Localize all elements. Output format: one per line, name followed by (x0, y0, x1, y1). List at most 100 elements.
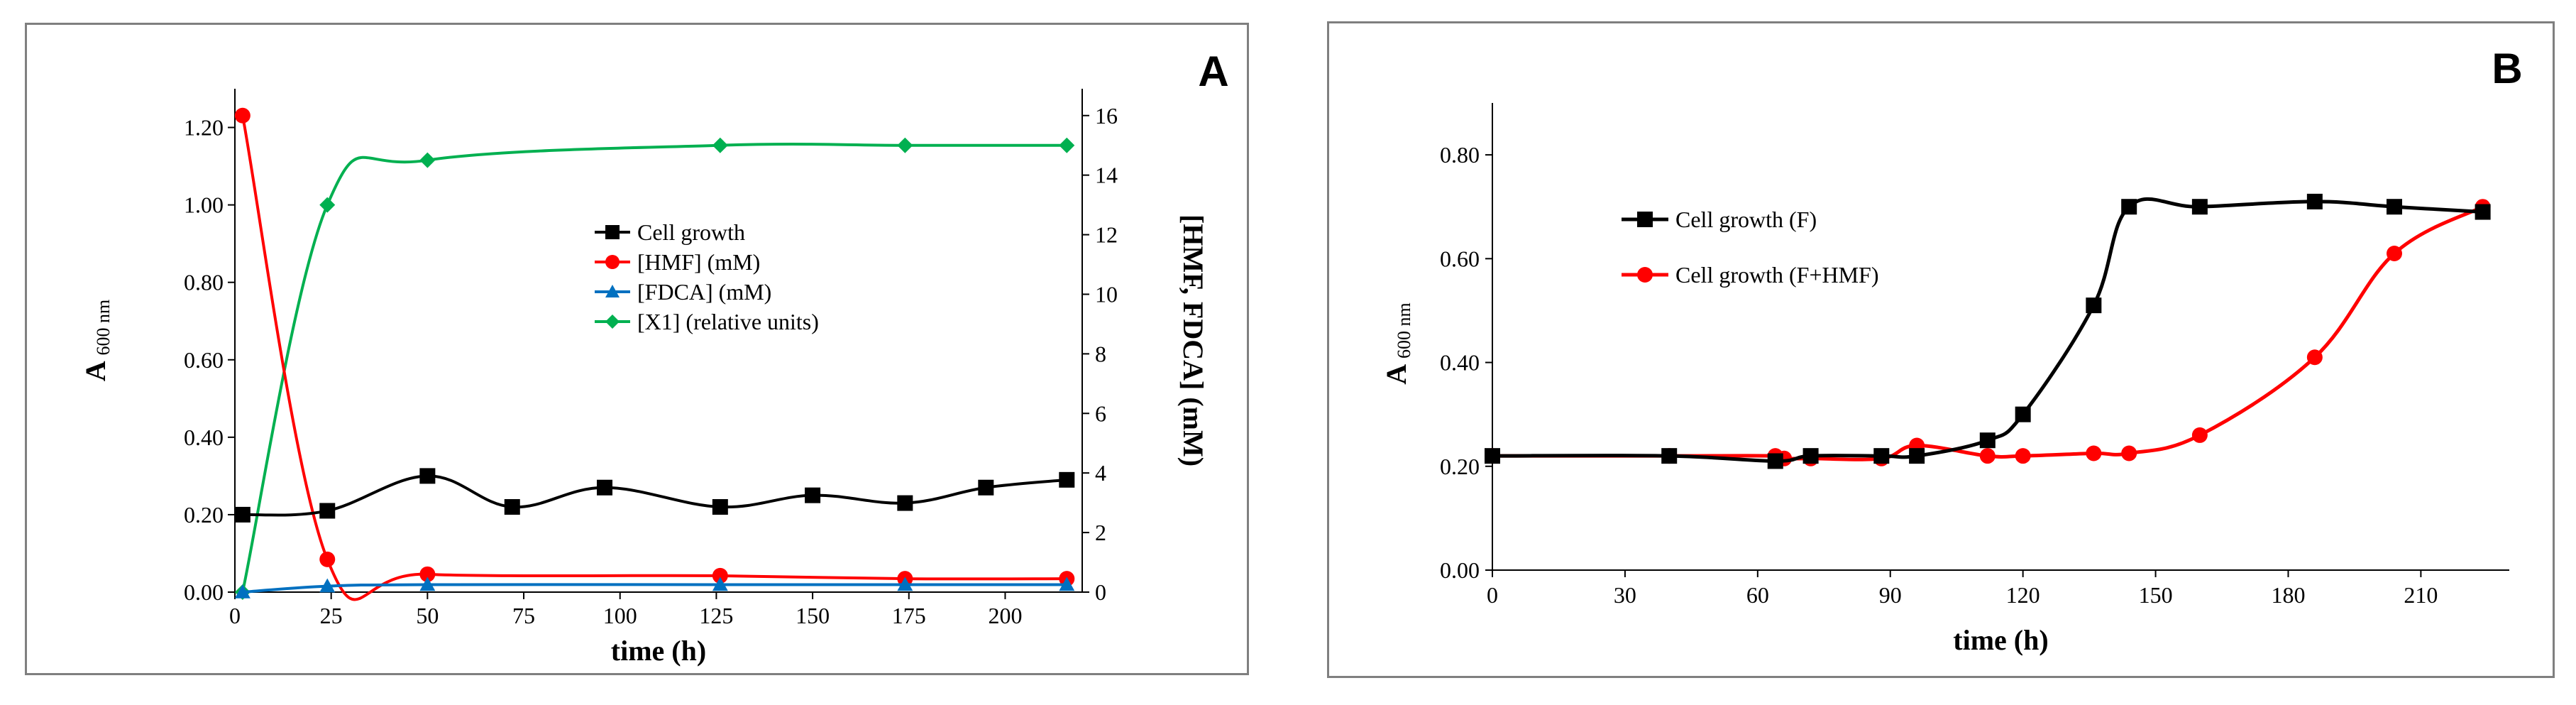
data-point (234, 506, 251, 523)
data-point (419, 468, 436, 484)
x-axis-label: time (h) (611, 635, 706, 667)
data-point (1802, 448, 1819, 464)
legend-label: [FDCA] (mM) (637, 279, 771, 305)
y2-tick-label: 4 (1095, 460, 1106, 486)
data-point (2015, 406, 2031, 422)
x-tick-label: 75 (512, 603, 535, 628)
x-tick-label: 0 (1487, 582, 1498, 608)
y2-tick-label: 10 (1095, 281, 1118, 307)
data-point (1661, 448, 1678, 464)
data-point (234, 584, 251, 599)
y-tick-label: 1.00 (184, 192, 224, 218)
data-point (419, 576, 436, 591)
data-point (2015, 448, 2031, 464)
chart-panel-a: 0 25 50 75 100 125 150 175 200 0.00 0.20 0.40 0.60 0.… (25, 23, 1249, 675)
data-point (597, 479, 613, 496)
data-point (1979, 448, 1996, 464)
data-point (2121, 445, 2137, 461)
y2-tick-label: 6 (1095, 400, 1106, 426)
chart-b-canvas: 0 30 60 90 120 150 180 210 0.00 0.20 0.40 0.60 0.80 t… (1380, 45, 2523, 656)
data-point (712, 137, 728, 153)
x-tick-label: 180 (2271, 582, 2305, 608)
data-point (1767, 453, 1783, 469)
data-point (2387, 246, 2403, 262)
data-point (897, 495, 913, 511)
legend-label: Cell growth (637, 219, 745, 245)
legend-label: Cell growth (F) (1675, 207, 1817, 232)
panel-label-a: A (1198, 48, 1228, 95)
legend-marker (605, 285, 620, 297)
y-axis-label: A 600 nm (1380, 302, 1414, 384)
x-tick-label: 210 (2404, 582, 2438, 608)
y-tick-label: 1.20 (184, 115, 224, 141)
data-point (1059, 137, 1075, 153)
data-point (1059, 471, 1075, 488)
y-tick-label: 0.00 (184, 579, 224, 605)
data-point (1873, 448, 1890, 464)
data-point (1979, 432, 1996, 449)
x-tick-label: 30 (1614, 582, 1636, 608)
panel-label-b: B (2492, 45, 2522, 92)
x-tick-label: 25 (320, 603, 343, 628)
legend-marker (1637, 212, 1653, 227)
data-point (2387, 199, 2403, 215)
y-tick-label: 0.80 (184, 270, 224, 295)
x-tick-label: 90 (1879, 582, 1902, 608)
x-tick-label: 175 (892, 603, 926, 628)
legend-label: [HMF] (mM) (637, 249, 760, 275)
series-line (242, 583, 1067, 594)
x-tick-label: 60 (1746, 582, 1769, 608)
y2-tick-label: 14 (1095, 163, 1118, 188)
data-point (419, 152, 436, 168)
legend-marker (605, 225, 620, 239)
y-tick-label: 0.60 (184, 347, 224, 373)
y-axis-label: A 600 nm (79, 300, 114, 381)
x-tick-label: 50 (416, 603, 439, 628)
x-tick-label: 120 (2006, 582, 2040, 608)
y2-tick-label: 12 (1095, 222, 1118, 248)
data-point (897, 137, 913, 153)
y-tick-label: 0.60 (1440, 246, 1480, 271)
y2-tick-label: 2 (1095, 520, 1106, 545)
data-point (2306, 349, 2323, 366)
legend-marker (1637, 267, 1653, 283)
data-point (897, 576, 913, 591)
data-point (2191, 199, 2208, 215)
y-tick-label: 0.00 (1440, 557, 1480, 583)
data-point (234, 107, 251, 124)
y-axis-label-subscript: 600 nm (93, 300, 114, 356)
x-tick-label: 150 (796, 603, 830, 628)
data-point (2306, 193, 2323, 209)
x-tick-label: 100 (603, 603, 637, 628)
data-point (1909, 448, 1925, 464)
y-axis-label-subscript: 600 nm (1394, 302, 1414, 359)
y2-tick-label: 0 (1095, 579, 1106, 605)
data-point (712, 499, 728, 515)
data-point (2121, 199, 2137, 215)
data-point (2475, 204, 2491, 220)
y-tick-label: 0.40 (1440, 350, 1480, 376)
data-point (2086, 297, 2102, 314)
x-tick-label: 200 (988, 603, 1022, 628)
y-tick-label: 0.20 (184, 502, 224, 528)
data-point (2086, 445, 2102, 461)
data-point (319, 503, 336, 519)
data-point (712, 576, 728, 591)
series-line (242, 474, 1067, 517)
legend-marker (605, 315, 620, 329)
x-tick-label: 150 (2139, 582, 2173, 608)
y-tick-label: 0.20 (1440, 454, 1480, 479)
data-point (712, 567, 728, 584)
chart-a-canvas: 0 25 50 75 100 125 150 175 2000.000.200.400.600.… (79, 48, 1229, 667)
data-point (419, 566, 436, 582)
y2-tick-label: 8 (1095, 341, 1106, 366)
series-line (1492, 205, 2484, 461)
y-tick-label: 0.40 (184, 425, 224, 450)
legend-marker (605, 255, 620, 269)
data-point (319, 551, 336, 567)
series-line (241, 115, 1067, 601)
legend-label: Cell growth (F+HMF) (1675, 262, 1879, 288)
data-point (319, 197, 336, 213)
data-point (1059, 576, 1075, 591)
legend-label: [X1] (relative units) (637, 309, 819, 334)
